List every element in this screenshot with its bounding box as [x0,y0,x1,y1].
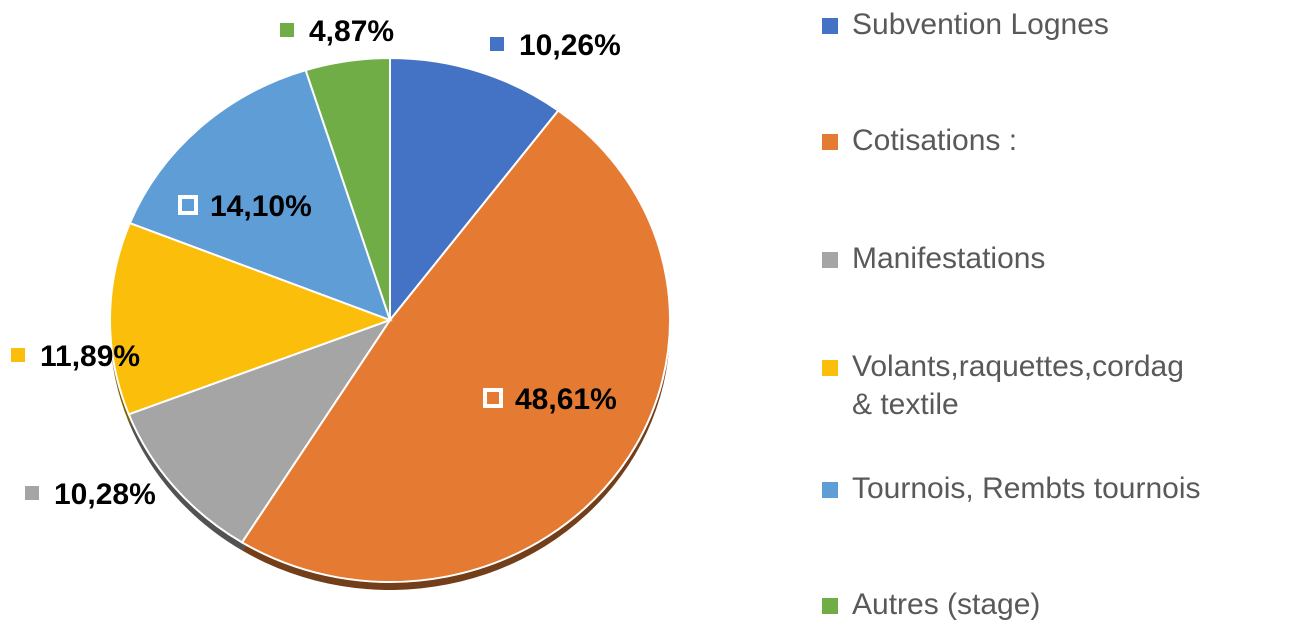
label-marker [25,486,39,500]
label-marker [483,388,503,408]
value-label: 14,10% [210,190,312,223]
legend-label: Manifestations [852,242,1046,275]
legend-item: Tournois, Rembts tournois [822,470,1201,508]
slice [127,318,393,544]
legend-item: Cotisations : [822,122,1017,160]
value-label: 48,61% [515,383,617,416]
legend-swatch [822,598,838,614]
slice [304,56,391,321]
slice [109,221,393,416]
slice [240,109,671,583]
legend-item: Volants,raquettes,cordag & textile [822,348,1184,424]
legend-label: Volants,raquettes,cordag & textile [852,350,1184,421]
label-marker [280,23,294,37]
slice [389,56,560,323]
slice [128,68,392,322]
legend-swatch [822,482,838,498]
value-label: 10,28% [54,478,156,511]
legend-swatch [822,252,838,268]
value-label: 10,26% [519,29,621,62]
label-marker [11,348,25,362]
legend-label: Tournois, Rembts tournois [852,472,1201,505]
legend-item: Subvention Lognes [822,6,1109,44]
label-marker [178,195,198,215]
label-marker [490,37,504,51]
legend-item: Manifestations [822,240,1045,278]
value-label: 4,87% [309,15,394,48]
legend-swatch [822,360,838,376]
legend-label: Subvention Lognes [852,8,1109,41]
legend-label: Autres (stage) [852,588,1041,621]
legend-label: Cotisations : [852,124,1018,157]
legend-swatch [822,18,838,34]
value-label: 11,89% [40,340,140,373]
legend-swatch [822,134,838,150]
legend-item: Autres (stage) [822,586,1040,624]
